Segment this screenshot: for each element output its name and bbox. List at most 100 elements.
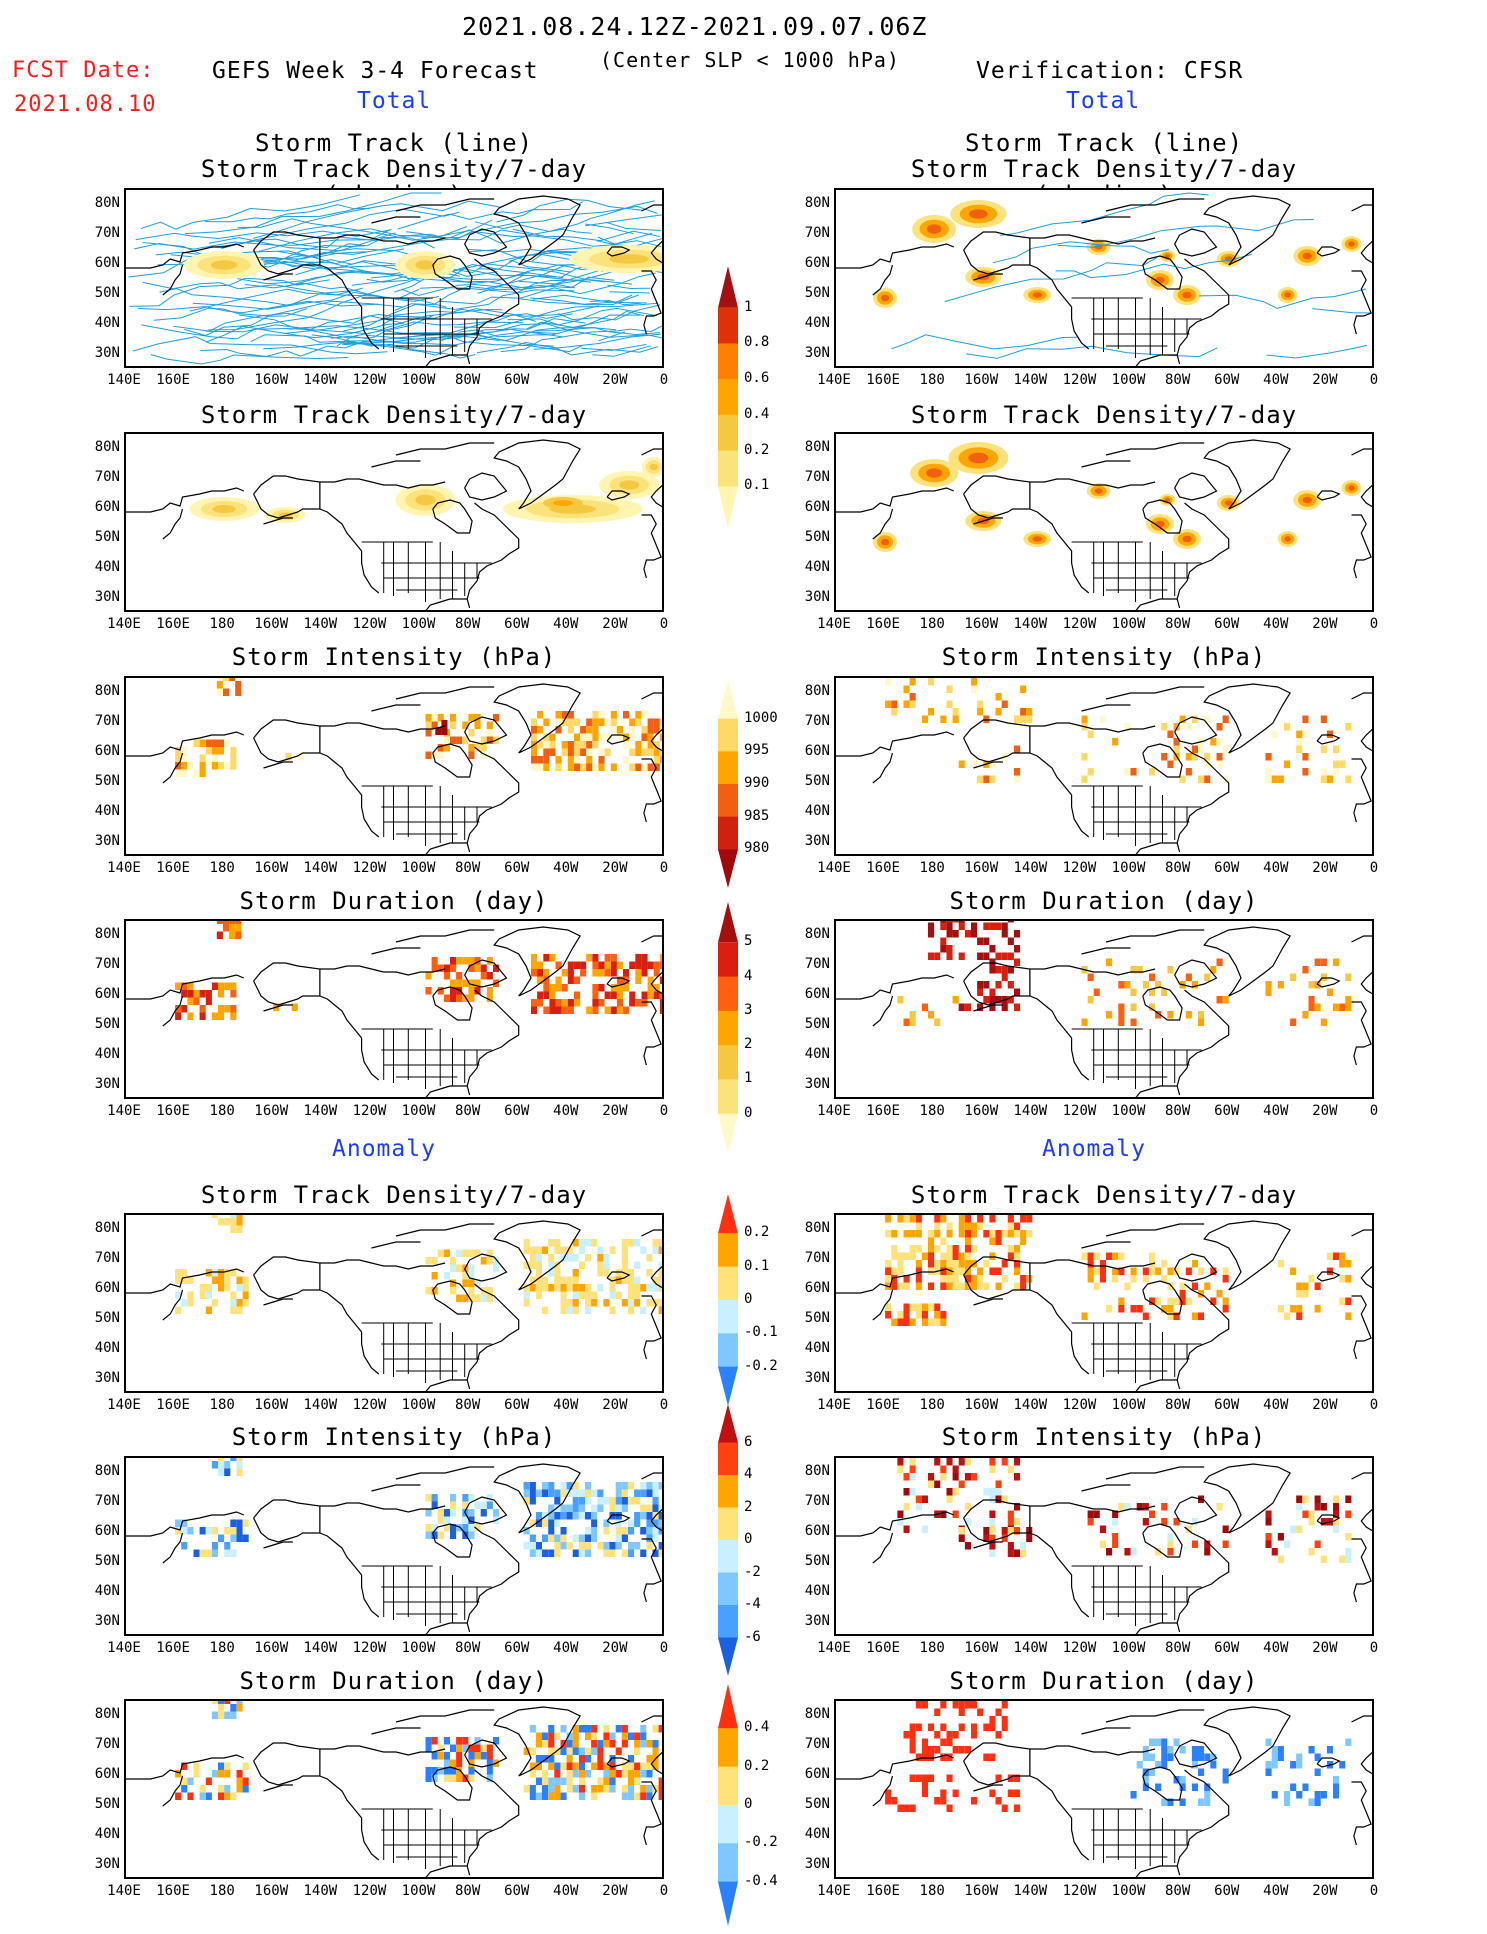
lat-tick-label: 30N bbox=[94, 1076, 120, 1092]
colorbar-density bbox=[718, 262, 778, 536]
lon-tick-label: 0 bbox=[1369, 1397, 1379, 1413]
lon-tick-label: 160E bbox=[156, 1397, 190, 1413]
lat-tick-label: 30N bbox=[94, 833, 120, 849]
colorbar-label: 4 bbox=[744, 1466, 753, 1482]
lon-tick-label: 140W bbox=[303, 1640, 338, 1656]
panel-title: Storm Intensity (hPa) bbox=[941, 643, 1267, 671]
lon-tick-label: 20W bbox=[602, 372, 628, 388]
colorbar-label: 1 bbox=[744, 298, 753, 315]
lon-tick-label: 140E bbox=[107, 1103, 141, 1119]
panel-title: Storm Intensity (hPa) bbox=[231, 1423, 557, 1451]
lon-tick-label: 80W bbox=[1164, 1397, 1191, 1413]
lon-tick-label: 160W bbox=[254, 1640, 289, 1656]
lon-tick-label: 20W bbox=[1312, 1640, 1338, 1656]
colorbar-label: 0.8 bbox=[744, 334, 770, 351]
lon-tick-label: 180 bbox=[209, 1883, 235, 1899]
lon-tick-label: 180 bbox=[209, 1397, 235, 1413]
lon-tick-label: 20W bbox=[602, 616, 628, 632]
lat-tick-label: 30N bbox=[94, 345, 120, 361]
panel-title: Storm Duration (day) bbox=[239, 1667, 549, 1695]
lat-tick-label: 50N bbox=[804, 1796, 830, 1812]
lat-tick-label: 70N bbox=[94, 1493, 120, 1509]
lat-tick-label: 40N bbox=[804, 1046, 830, 1062]
lon-tick-label: 160E bbox=[866, 1397, 900, 1413]
panel-title: Storm Intensity (hPa) bbox=[941, 1423, 1267, 1451]
lon-tick-label: 140W bbox=[1013, 1397, 1048, 1413]
colorbar-label: 995 bbox=[744, 742, 770, 759]
lon-tick-label: 120W bbox=[352, 1397, 387, 1413]
colorbar-label: -0.2 bbox=[744, 1357, 778, 1374]
lat-tick-label: 30N bbox=[804, 345, 830, 361]
lon-tick-label: 40W bbox=[553, 616, 579, 632]
lon-tick-label: 140W bbox=[303, 1397, 338, 1413]
lon-tick-label: 140E bbox=[817, 616, 851, 632]
colorbar-label: -0.2 bbox=[744, 1834, 778, 1851]
lon-tick-label: 160E bbox=[866, 1883, 900, 1899]
lon-tick-label: 180 bbox=[209, 1103, 235, 1119]
lat-tick-label: 30N bbox=[804, 1613, 830, 1629]
lon-tick-label: 80W bbox=[454, 860, 481, 876]
lon-tick-label: 80W bbox=[1164, 860, 1191, 876]
lat-tick-label: 50N bbox=[94, 1310, 120, 1326]
lat-tick-label: 40N bbox=[804, 1826, 830, 1842]
lat-tick-label: 40N bbox=[94, 559, 120, 575]
lat-tick-label: 30N bbox=[804, 1076, 830, 1092]
lon-tick-label: 80W bbox=[454, 1103, 481, 1119]
lon-tick-label: 160E bbox=[156, 616, 190, 632]
lon-tick-label: 180 bbox=[209, 372, 235, 388]
lon-tick-label: 140E bbox=[817, 1640, 851, 1656]
colorbar-label: 3 bbox=[744, 1001, 753, 1018]
lon-tick-label: 160W bbox=[964, 1103, 999, 1119]
lon-tick-label: 60W bbox=[1214, 1103, 1240, 1119]
lon-tick-label: 0 bbox=[659, 860, 669, 876]
lat-tick-label: 60N bbox=[94, 743, 120, 759]
lon-tick-label: 0 bbox=[659, 1640, 669, 1656]
lon-tick-label: 160E bbox=[156, 372, 190, 388]
colorbar-label: 0 bbox=[744, 1531, 753, 1547]
map-panel-forecast-a1 bbox=[124, 1213, 664, 1393]
lon-tick-label: 140W bbox=[1013, 1883, 1048, 1899]
lat-tick-label: 80N bbox=[94, 1706, 120, 1722]
lat-tick-label: 80N bbox=[94, 195, 120, 211]
lon-tick-label: 0 bbox=[659, 1883, 669, 1899]
lat-tick-label: 30N bbox=[804, 1856, 830, 1872]
colorbar-label: 0.1 bbox=[744, 477, 770, 494]
lat-tick-label: 40N bbox=[804, 559, 830, 575]
colorbar-intensity bbox=[718, 676, 778, 896]
lon-tick-label: 100W bbox=[1111, 1397, 1146, 1413]
lat-tick-label: 30N bbox=[94, 1856, 120, 1872]
lon-tick-label: 120W bbox=[352, 1103, 387, 1119]
lon-tick-label: 180 bbox=[209, 1640, 235, 1656]
lon-tick-label: 0 bbox=[659, 616, 669, 632]
colorbar-label: 0.2 bbox=[744, 1224, 770, 1241]
lat-tick-label: 60N bbox=[94, 1280, 120, 1296]
lat-tick-label: 50N bbox=[804, 1553, 830, 1569]
lat-tick-label: 60N bbox=[804, 986, 830, 1002]
lat-tick-label: 50N bbox=[94, 529, 120, 545]
lon-tick-label: 100W bbox=[1111, 1883, 1146, 1899]
lon-tick-label: 20W bbox=[602, 1640, 628, 1656]
lon-tick-label: 160E bbox=[866, 860, 900, 876]
map-panel-verification-p2 bbox=[834, 432, 1374, 612]
lat-tick-label: 80N bbox=[804, 683, 830, 699]
lon-tick-label: 140E bbox=[107, 1397, 141, 1413]
lat-tick-label: 50N bbox=[804, 1016, 830, 1032]
lon-tick-label: 40W bbox=[553, 1883, 579, 1899]
lon-tick-label: 120W bbox=[1062, 372, 1097, 388]
lon-tick-label: 160W bbox=[254, 1397, 289, 1413]
lat-tick-label: 70N bbox=[804, 1736, 830, 1752]
colorbar-duration bbox=[718, 898, 778, 1162]
lon-tick-label: 80W bbox=[1164, 1103, 1191, 1119]
lon-tick-label: 140E bbox=[817, 860, 851, 876]
lat-tick-label: 80N bbox=[804, 926, 830, 942]
lon-tick-label: 100W bbox=[1111, 616, 1146, 632]
lon-tick-label: 100W bbox=[401, 860, 436, 876]
colorbar-label: -0.4 bbox=[744, 1872, 778, 1889]
lon-tick-label: 60W bbox=[1214, 1397, 1240, 1413]
lon-tick-label: 140W bbox=[303, 1103, 338, 1119]
lon-tick-label: 40W bbox=[1263, 1883, 1289, 1899]
lon-tick-label: 120W bbox=[352, 860, 387, 876]
lat-tick-label: 60N bbox=[94, 255, 120, 271]
lon-tick-label: 140E bbox=[817, 1103, 851, 1119]
panel-title: Storm Track Density/7-day bbox=[910, 401, 1298, 429]
